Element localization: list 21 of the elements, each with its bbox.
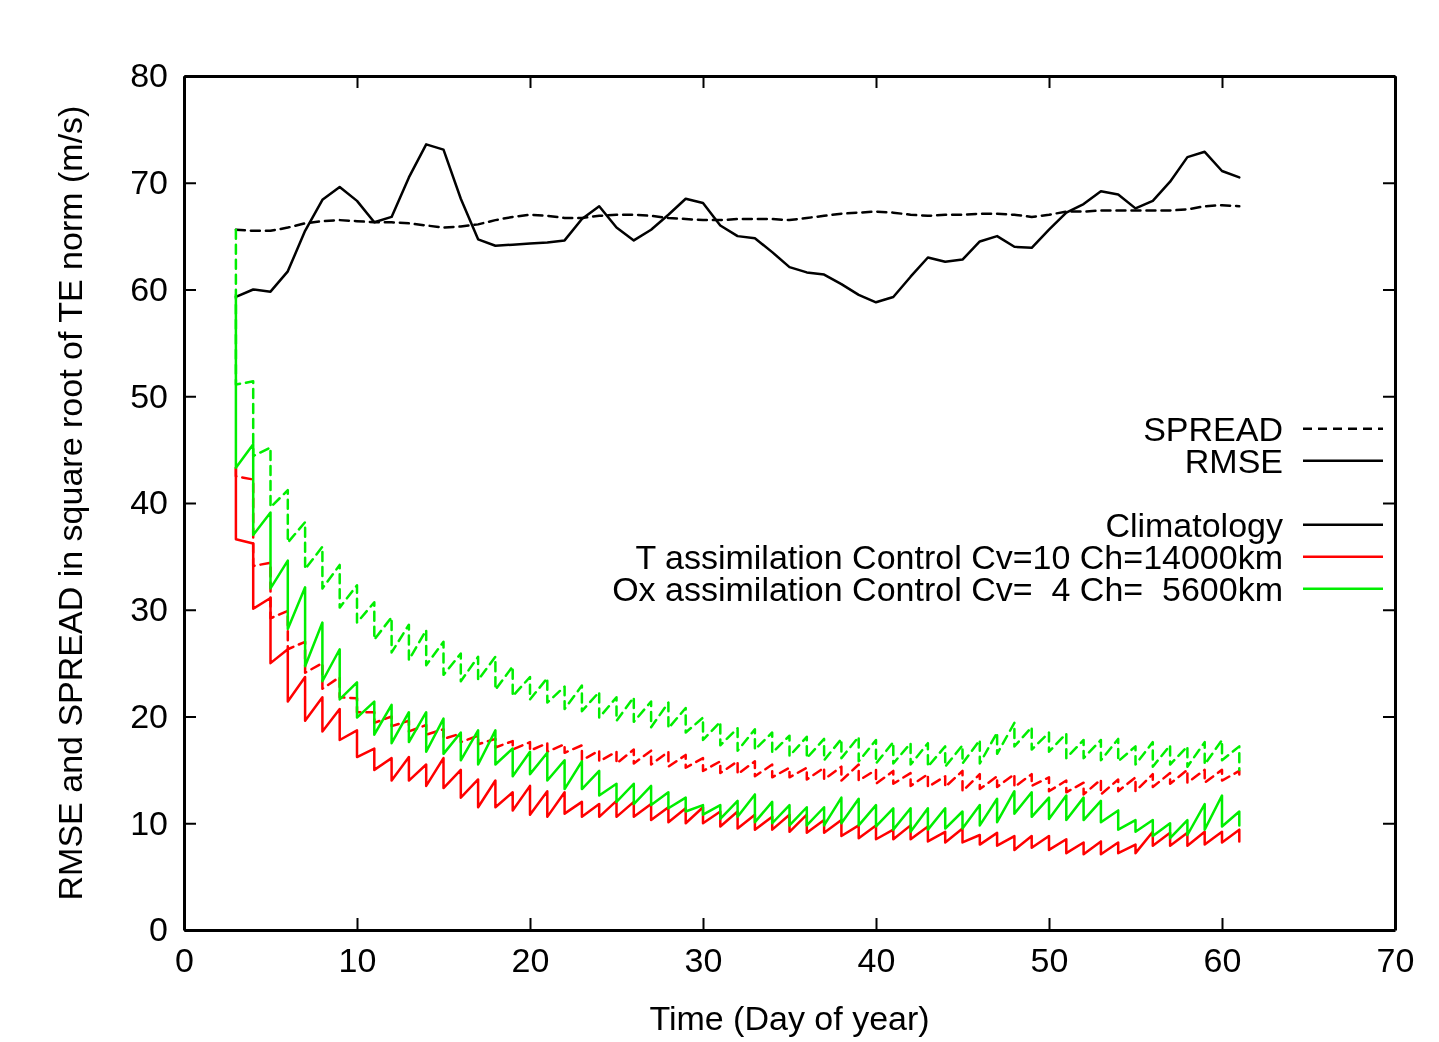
y-tick-label: 10 [130,803,168,842]
x-tick-label: 60 [1203,941,1242,980]
y-tick-label: 40 [130,483,168,522]
y-tick-label: 70 [130,163,168,202]
legend-label: Ox assimilation Control Cv= 4 Ch= 5600km [612,569,1283,608]
y-tick-label: 60 [130,269,168,308]
x-tick-label: 20 [511,941,550,980]
x-tick-label: 70 [1376,941,1415,980]
line-series [234,143,1241,304]
y-tick-label: 50 [130,376,168,415]
x-tick-label: 50 [1030,941,1069,980]
y-tick-label: 30 [130,590,168,629]
x-tick-label: 40 [857,941,896,980]
x-axis-title: Time (Day of year) [649,999,930,1037]
x-tick-label: 10 [338,941,377,980]
y-axis-title: RMSE and SPREAD in square root of TE norm (m/s) [51,105,89,901]
y-tick-label: 0 [149,910,168,949]
y-tick-label: 80 [130,56,168,95]
x-tick-label: 30 [684,941,723,980]
x-tick-label: 0 [175,941,194,980]
y-tick-label: 20 [130,696,168,735]
